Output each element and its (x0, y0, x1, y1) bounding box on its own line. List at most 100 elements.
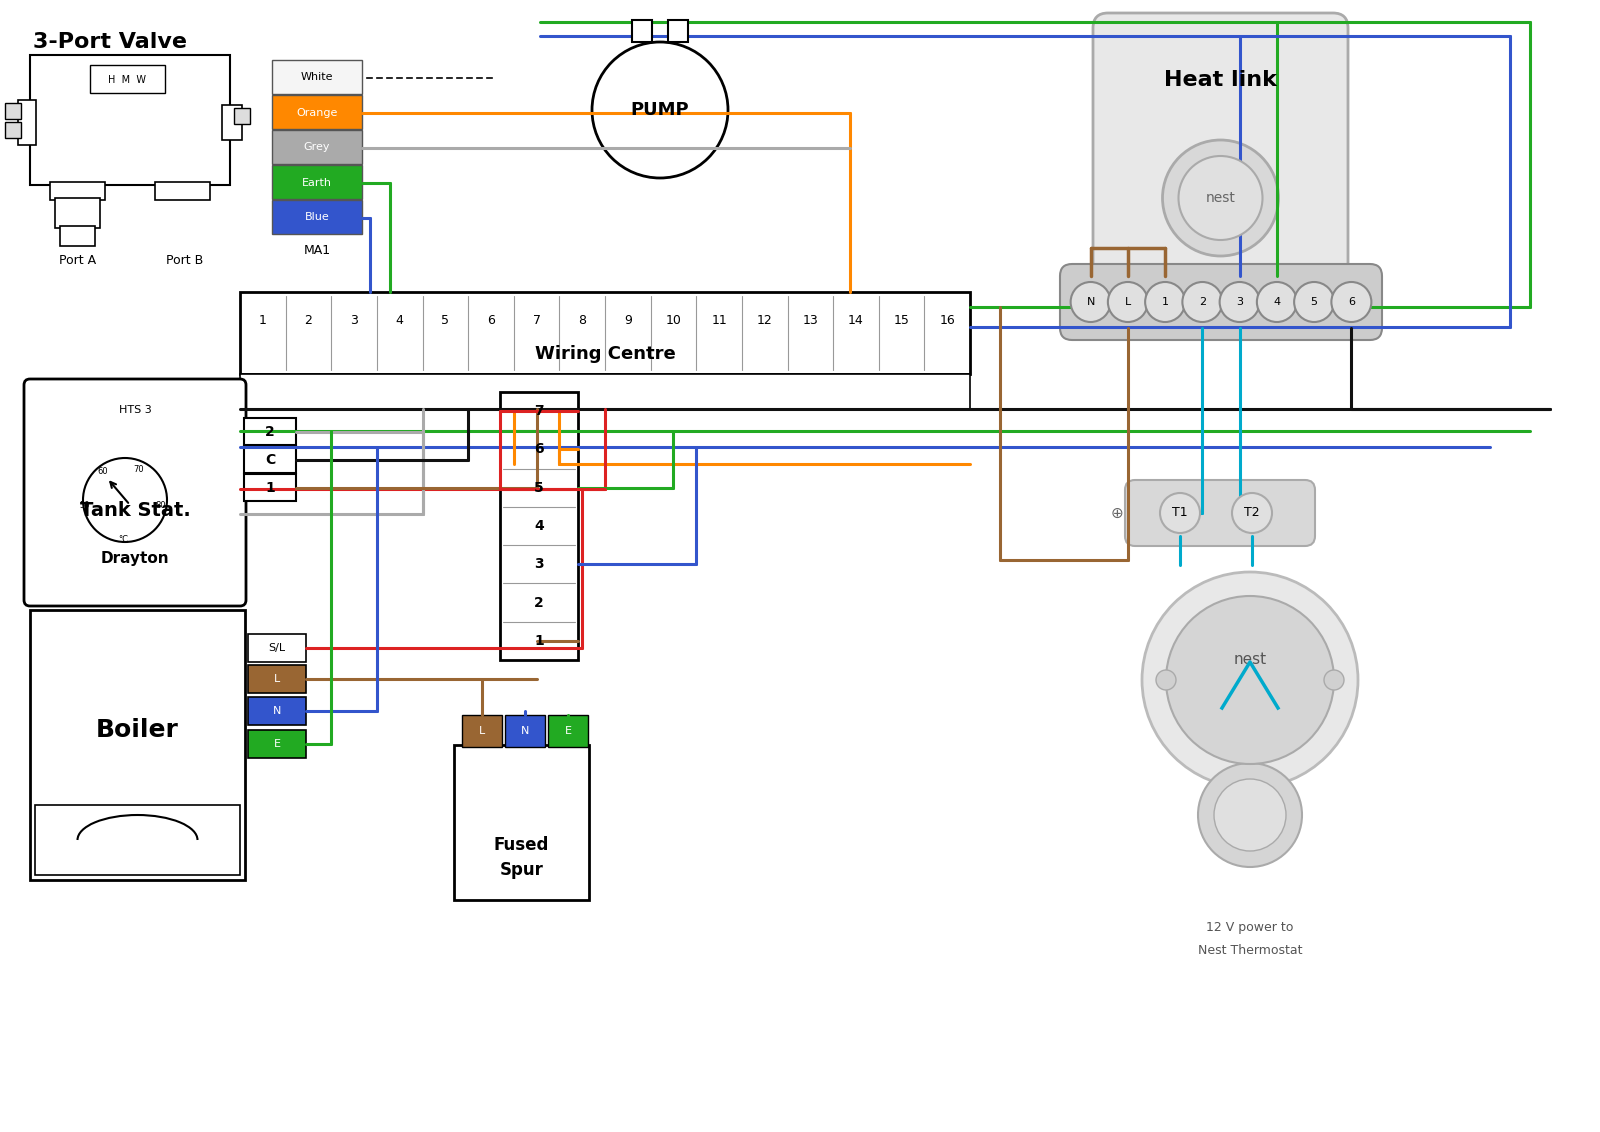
Bar (462, 715, 502, 747)
Text: Orange: Orange (296, 108, 338, 118)
Text: L: L (478, 726, 485, 736)
Bar (248, 697, 306, 724)
Text: 60: 60 (98, 468, 109, 477)
Bar (222, 105, 242, 140)
FancyBboxPatch shape (1125, 480, 1315, 546)
Text: N: N (274, 706, 282, 717)
Text: 13: 13 (803, 314, 818, 326)
Bar (248, 664, 306, 693)
Bar (454, 745, 589, 900)
Text: HTS 3: HTS 3 (118, 405, 152, 415)
Text: 2: 2 (534, 595, 544, 609)
Circle shape (1258, 282, 1298, 321)
Text: 9: 9 (624, 314, 632, 326)
Text: °C: °C (118, 535, 128, 544)
Text: T1: T1 (1173, 506, 1187, 520)
Text: 6: 6 (486, 314, 494, 326)
Text: 12: 12 (757, 314, 773, 326)
Text: C: C (266, 453, 275, 468)
Circle shape (1214, 779, 1286, 851)
Circle shape (1331, 282, 1371, 321)
Bar (243, 418, 296, 445)
Text: Tank Stat.: Tank Stat. (80, 500, 190, 520)
Bar (35, 805, 240, 875)
Bar (669, 20, 688, 42)
Circle shape (1219, 282, 1259, 321)
Text: 5: 5 (442, 314, 450, 326)
Text: 7: 7 (534, 404, 544, 418)
Bar (272, 200, 362, 234)
Circle shape (592, 42, 728, 178)
Text: Heat link: Heat link (1165, 70, 1277, 91)
Text: nest: nest (1234, 652, 1267, 668)
Text: 80: 80 (155, 500, 166, 509)
Text: MA1: MA1 (304, 245, 331, 257)
Text: L: L (1125, 297, 1131, 307)
Bar (272, 130, 362, 164)
Text: nest: nest (1205, 191, 1235, 205)
Bar (50, 182, 106, 200)
Circle shape (1155, 670, 1176, 691)
Text: 2: 2 (304, 314, 312, 326)
FancyBboxPatch shape (1059, 264, 1382, 340)
Text: ⊕: ⊕ (1110, 506, 1123, 521)
Text: 1: 1 (259, 314, 267, 326)
Text: 12 V power to: 12 V power to (1206, 921, 1294, 935)
Text: Boiler: Boiler (96, 718, 179, 741)
Circle shape (1179, 156, 1262, 240)
Bar (234, 108, 250, 125)
Text: Wiring Centre: Wiring Centre (534, 345, 675, 363)
Bar (90, 65, 165, 93)
Bar (272, 95, 362, 129)
Bar (18, 100, 35, 145)
Circle shape (1325, 670, 1344, 691)
Text: 3: 3 (1237, 297, 1243, 307)
Text: 10: 10 (666, 314, 682, 326)
Text: 3: 3 (350, 314, 358, 326)
Text: N: N (1086, 297, 1094, 307)
Text: 5: 5 (534, 481, 544, 495)
Text: L: L (274, 674, 280, 684)
Text: E: E (565, 726, 571, 736)
Text: 4: 4 (534, 518, 544, 533)
Text: S/L: S/L (269, 643, 285, 653)
Text: 6: 6 (1347, 297, 1355, 307)
Circle shape (1182, 282, 1222, 321)
Text: Fused: Fused (494, 837, 549, 854)
Bar (632, 20, 653, 42)
Text: 11: 11 (710, 314, 726, 326)
Bar (30, 610, 245, 880)
FancyBboxPatch shape (1093, 12, 1347, 298)
Bar (243, 474, 296, 501)
Bar (240, 292, 970, 374)
Bar (54, 198, 99, 228)
Text: Port A: Port A (59, 254, 96, 266)
Text: Port B: Port B (166, 254, 203, 266)
Bar (30, 55, 230, 185)
Circle shape (1294, 282, 1334, 321)
Bar (5, 103, 21, 119)
Text: T2: T2 (1245, 506, 1259, 520)
Text: 1: 1 (266, 481, 275, 495)
Text: Spur: Spur (499, 861, 544, 880)
Bar (155, 182, 210, 200)
Bar (547, 715, 589, 747)
Text: Blue: Blue (304, 213, 330, 223)
Bar (61, 226, 94, 246)
Bar (243, 446, 296, 473)
Bar (248, 634, 306, 662)
FancyBboxPatch shape (24, 379, 246, 606)
Text: 2: 2 (266, 424, 275, 439)
Text: PUMP: PUMP (630, 101, 690, 119)
Text: 1: 1 (1162, 297, 1168, 307)
Circle shape (83, 458, 166, 542)
Bar (272, 165, 362, 199)
Circle shape (1107, 282, 1147, 321)
Text: 1: 1 (534, 634, 544, 648)
Text: 5: 5 (1310, 297, 1318, 307)
Circle shape (1166, 597, 1334, 764)
Bar (499, 392, 578, 660)
Text: N: N (522, 726, 530, 736)
Circle shape (1160, 494, 1200, 533)
Text: 7: 7 (533, 314, 541, 326)
